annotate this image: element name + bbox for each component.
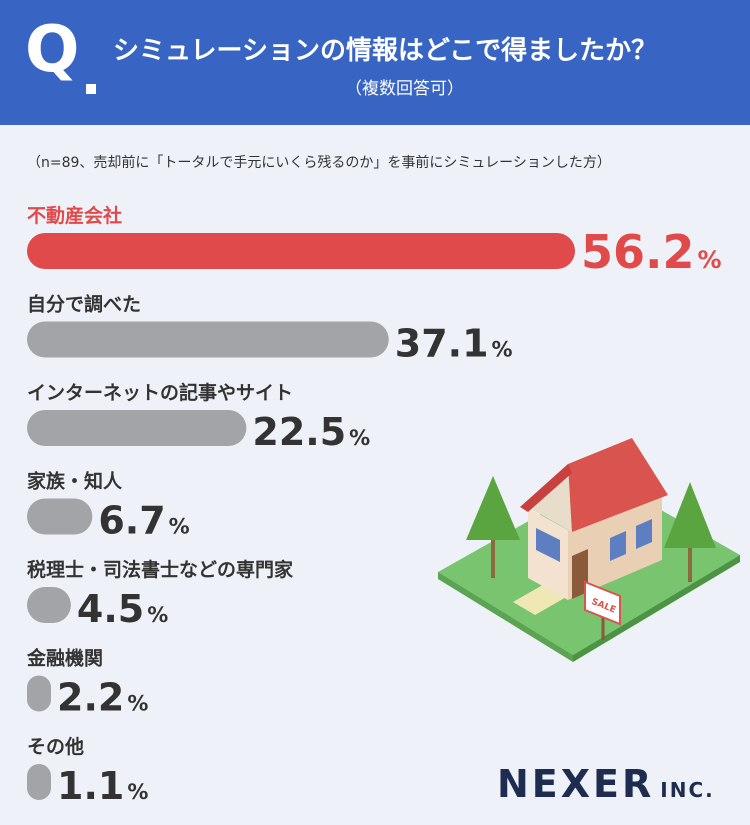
window-left [536, 528, 560, 562]
brand-suffix: INC. [660, 778, 715, 802]
category-label: 自分で調べた [27, 293, 141, 316]
value-label: 2.2% [57, 676, 148, 720]
value-label: 56.2% [581, 225, 722, 279]
bar [27, 321, 389, 358]
category-label: 家族・知人 [27, 470, 123, 493]
value-label: 1.1% [57, 764, 148, 808]
tree-left [466, 476, 520, 540]
bar [27, 410, 247, 446]
sale-sign [584, 580, 621, 626]
roof [568, 438, 668, 532]
value-label: 4.5% [77, 587, 168, 631]
sample-note: （n=89、売却前に「トータルで手元にいくら残るのか」を事前にシミュレーションし… [27, 155, 611, 171]
value-label: 6.7% [98, 499, 189, 543]
window-right [610, 531, 626, 561]
bar [27, 587, 71, 623]
category-label: 税理士・司法書士などの専門家 [27, 558, 294, 581]
category-label: インターネットの記事やサイト [27, 381, 293, 404]
tree-right [664, 482, 716, 548]
category-label: 金融機関 [26, 647, 103, 670]
question-title: シミュレーションの情報はどこで得ましたか？ [113, 36, 658, 66]
bar [27, 764, 51, 800]
bar [27, 498, 93, 535]
category-label: 不動産会社 [27, 204, 122, 227]
bar [27, 675, 51, 712]
house-illustration: SALE [438, 438, 740, 662]
roof-front [520, 464, 572, 512]
ground-edge [438, 572, 573, 662]
window-right-2 [636, 519, 652, 549]
brand-name: NEXER [497, 762, 655, 806]
category-label: その他 [27, 735, 84, 758]
ground-edge-right [573, 555, 740, 662]
question-header: Q シミュレーションの情報はどこで得ましたか？ （複数回答可） [0, 0, 750, 125]
value-label: 22.5% [252, 410, 370, 454]
question-mark: Q [25, 13, 80, 87]
bar [27, 233, 575, 269]
question-dot [86, 84, 96, 94]
question-subtitle: （複数回答可） [345, 79, 464, 99]
brand-logo: NEXER INC. [497, 762, 715, 806]
value-label: 37.1% [395, 322, 513, 366]
